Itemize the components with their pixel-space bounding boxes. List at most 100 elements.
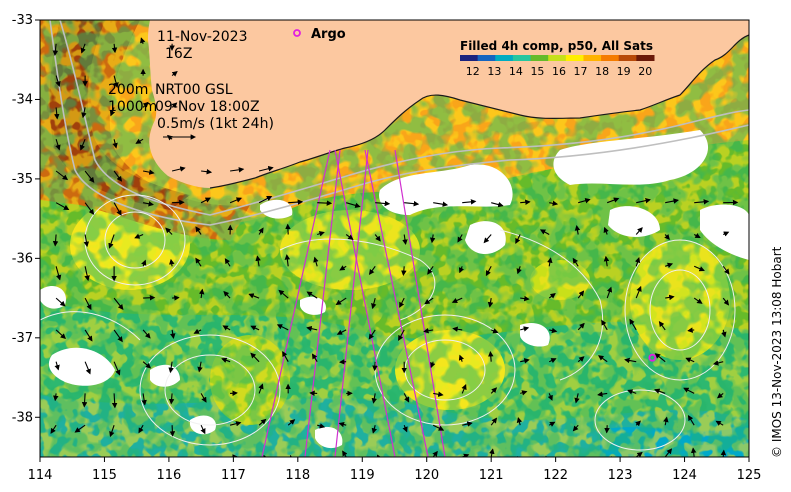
velocity-arrow [346,202,361,209]
velocity-arrow [193,328,202,334]
velocity-arrow [284,254,291,267]
colorbar-tick-label: 12 [466,65,480,78]
velocity-arrow [108,234,115,249]
x-axis-ticks: 114 115 116 117 118 119 120 121 122 123 124 125 [28,457,762,483]
velocity-arrow [84,266,90,282]
velocity-arrow [606,286,613,299]
velocity-arrow [457,234,463,243]
velocity-arrow [250,325,260,331]
velocity-arrow [627,389,637,395]
velocity-arrow [693,232,701,239]
velocity-arrow [84,329,93,342]
x-tick-label: 124 [672,468,697,483]
velocity-arrow [712,360,724,366]
y-axis-ticks: -33 -34 -35 -36 -37 -38 [12,13,40,425]
colorbar-swatch [530,55,549,61]
colorbar-swatch [636,55,655,61]
argo-float-marker[interactable] [648,353,657,362]
y-tick-label: -37 [12,331,33,346]
velocity-arrow [490,328,499,334]
velocity-arrow [658,321,666,331]
velocity-arrow [722,297,730,306]
velocity-arrow [451,297,463,304]
velocity-arrow [635,227,643,235]
velocity-arrow [165,227,173,235]
velocity-arrow [168,361,174,374]
cloud-mask [40,130,749,449]
velocity-arrow [548,293,556,299]
y-tick-label: -38 [12,410,33,425]
velocity-arrow [598,355,608,363]
velocity-arrow [287,419,296,426]
velocity-arrow [54,361,60,371]
velocity-arrow [172,295,180,301]
velocity-arrow [520,295,530,302]
velocity-arrow [195,226,202,235]
velocity-arrow [248,293,260,299]
colorbar-tick-label: 15 [530,65,544,78]
colorbar-swatch [477,55,496,61]
velocity-arrow [288,199,304,205]
velocity-arrow [230,167,245,173]
velocity-arrow [715,420,724,426]
x-tick-label: 125 [737,468,762,483]
velocity-arrow [549,200,559,207]
velocity-arrow [635,285,642,299]
velocity-arrow [222,325,231,331]
velocity-arrow [317,456,324,457]
velocity-arrow [458,266,465,274]
y-tick-label: -35 [12,172,33,187]
velocity-arrow [578,456,587,457]
velocity-arrow [578,198,591,204]
velocity-arrow [50,424,57,434]
colorbar-tick-label: 16 [552,65,566,78]
velocity-arrow [607,456,616,457]
velocity-arrow [221,357,231,363]
velocity-arrow [54,107,60,120]
product-time-label: 09-Nov 18:00Z [155,99,260,115]
velocity-arrow [665,262,674,268]
colorbar-tick-label: 18 [595,65,609,78]
velocity-arrow [597,391,608,397]
velocity-arrow [81,107,87,119]
velocity-arrow [690,447,697,457]
velocity-arrow [423,328,434,334]
velocity-arrow [339,359,347,365]
colorbar-swatch [460,55,479,61]
velocity-arrow [55,266,62,281]
velocity-arrow [276,324,289,331]
velocity-arrow [317,200,333,206]
velocity-scale-label: 0.5m/s (1kt 24h) [157,116,274,132]
velocity-arrow [574,225,581,235]
velocity-arrow [135,138,144,144]
velocity-arrow [317,231,325,237]
velocity-arrow [601,319,608,331]
velocity-arrow [171,102,178,109]
velocity-arrow [170,329,176,339]
velocity-arrow [716,392,724,399]
velocity-arrow [665,198,679,204]
velocity-arrow [55,202,70,211]
velocity-arrow [338,421,347,428]
velocity-arrow [654,388,666,394]
x-tick-label: 116 [156,468,181,483]
velocity-arrow [520,358,530,364]
velocity-arrow [458,354,465,362]
x-tick-label: 120 [414,468,439,483]
time-label: 16Z [165,46,192,62]
velocity-arrow [229,197,243,204]
velocity-arrow [141,393,147,406]
velocity-arrow [83,234,90,248]
y-tick-label: -36 [12,251,33,266]
velocity-arrow [111,393,118,409]
velocity-arrow [462,199,477,205]
velocity-arrow [722,265,730,275]
velocity-arrow [201,456,203,457]
velocity-arrow [572,424,579,432]
velocity-arrow [317,423,326,429]
velocity-arrow [462,421,473,427]
velocity-arrow [311,353,318,362]
y-tick-label: -34 [12,92,33,107]
velocity-arrow [109,107,116,117]
